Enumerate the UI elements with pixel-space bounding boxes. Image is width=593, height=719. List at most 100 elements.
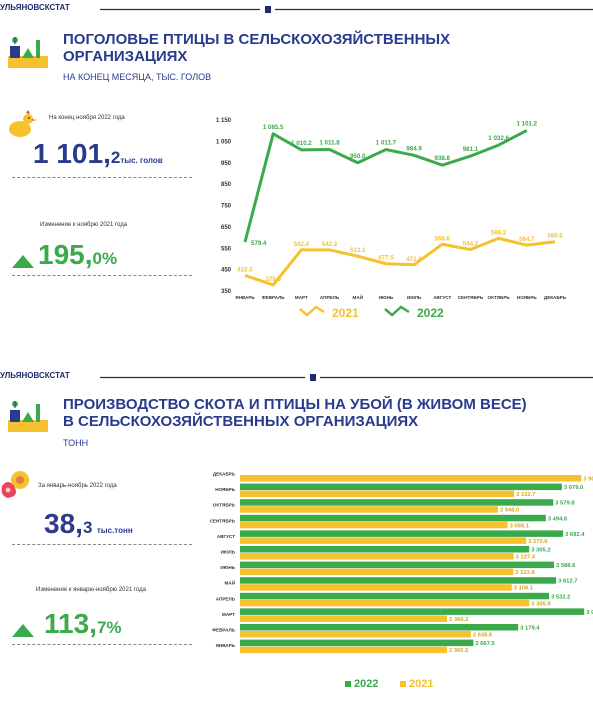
bar-label: 3 532.2: [551, 594, 570, 600]
page-subtitle-2: ТОНН: [63, 438, 89, 448]
legend-swatch-2021: [400, 681, 406, 687]
data-label: 544.2: [463, 240, 479, 247]
bar-chart: ДЕКАБРЬ 3 900.9 НОЯБРЬ 3 679.0 3 132.7 ОКТЯБР…: [210, 472, 593, 691]
bar-2022: [240, 577, 557, 584]
bar-2022: [240, 608, 585, 615]
category-label: ФЕВРАЛЬ: [212, 628, 236, 633]
brand-label-2: УЛЬЯНОВСКСТАТ: [0, 371, 70, 380]
kpi1-unit: тыс. голов: [120, 156, 163, 165]
tractor-farm-icon: [8, 37, 48, 68]
data-label: 938.8: [435, 155, 451, 162]
bar-2021: [240, 599, 530, 607]
bar-label: 2 638.6: [473, 633, 493, 639]
category-label: ОКТЯБРЬ: [213, 503, 236, 508]
brand-label: УЛЬЯНОВСКСТАТ: [0, 3, 70, 12]
bar-label: 2 366.2: [449, 617, 468, 623]
legend-swatch-2022: [384, 305, 410, 317]
title2-line-1: ПРОИЗВОДСТВО СКОТА И ПТИЦЫ НА УБОЙ (В ЖИ…: [63, 396, 527, 413]
title-line-2: ОРГАНИЗАЦИЯХ: [63, 48, 188, 65]
data-label: 950.0: [350, 153, 366, 160]
kpi3-value: 38,3 тыс.тонн: [44, 508, 133, 540]
category-label: МАРТ: [222, 612, 235, 617]
kpi2-value-dec: 0%: [92, 249, 118, 268]
bar-label: 3 123.8: [515, 570, 535, 576]
kpi2-divider: [12, 275, 192, 276]
data-label: 513.1: [350, 247, 366, 254]
triangle-up-icon-2: [12, 624, 34, 637]
legend-swatch-2021: [299, 305, 325, 317]
data-label: 580.6: [547, 233, 563, 240]
kpi1-value-dec: 2: [110, 148, 121, 167]
bar-label: 3 132.7: [516, 492, 535, 498]
category-label: СЕНТЯБРЬ: [210, 518, 236, 523]
y-tick-label: 850: [221, 182, 232, 188]
data-label: 1 085.5: [263, 124, 284, 131]
bar-label: 3 679.0: [564, 485, 583, 491]
data-label: 477.5: [378, 255, 394, 262]
bar-label: 3 305.9: [531, 601, 551, 607]
legend-label: 2021: [409, 678, 433, 690]
bar-2021: [240, 521, 508, 529]
category-label: АВГУСТ: [217, 534, 235, 539]
bar-2021: [240, 631, 471, 638]
y-tick-label: 550: [221, 246, 232, 252]
header-divider: [100, 6, 593, 13]
bar-2021: [240, 506, 498, 513]
bar-label: 3 579.8: [555, 501, 575, 507]
x-tick-label: ОКТЯБРЬ: [488, 295, 511, 300]
y-tick-label: 950: [221, 161, 232, 167]
y-tick-label: 450: [221, 268, 232, 274]
kpi1-value: 1 101,2тыс. голов: [33, 138, 163, 170]
category-label: АПРЕЛЬ: [216, 596, 236, 601]
x-tick-label: СЕНТЯБРЬ: [458, 295, 484, 300]
legend-swatch-2022: [345, 681, 351, 687]
data-label: 1 010.2: [291, 140, 312, 147]
kpi4-value: 113,7%: [44, 608, 122, 640]
x-tick-label: ИЮЛЬ: [407, 295, 422, 300]
bar-2022: [240, 592, 550, 600]
kpi2-value: 195,0%: [38, 239, 117, 271]
bar-2021: [240, 553, 514, 560]
data-label: 596.2: [491, 229, 507, 236]
kpi4-divider: [12, 644, 192, 645]
chicken-icon: [9, 110, 37, 137]
legend-label: 2021: [332, 306, 359, 320]
data-label: 472.6: [406, 256, 422, 263]
category-label: НОЯБРЬ: [215, 487, 235, 492]
category-label: ЯНВАРЬ: [216, 643, 236, 648]
bar-label: 2 948.0: [500, 508, 519, 514]
series-line-2021: [244, 236, 556, 287]
meat-icon: [1, 471, 29, 498]
data-label: 568.6: [435, 235, 451, 242]
y-tick-label: 750: [221, 204, 232, 210]
page-title: ПОГОЛОВЬЕ ПТИЦЫ В СЕЛЬСКОХОЗЯЙСТВЕННЫХ О…: [63, 31, 583, 65]
bar-2021: [240, 584, 512, 591]
kpi3-divider: [12, 544, 192, 545]
bar-label: 3 058.1: [510, 523, 530, 529]
kpi2-value-int: 195,: [38, 239, 93, 270]
kpi2-caption: Изменение к ноябрю 2021 года: [40, 222, 128, 228]
data-label: 1 101.2: [516, 120, 537, 127]
data-label: 984.9: [406, 145, 422, 152]
page-subtitle: НА КОНЕЦ МЕСЯЦА, ТЫС. ГОЛОВ: [63, 72, 212, 82]
data-label: 981.1: [463, 146, 479, 153]
legend-label: 2022: [354, 678, 378, 690]
bar-label: 3 179.4: [520, 626, 540, 632]
bar-2021: [240, 475, 582, 482]
category-label: ИЮНЬ: [220, 565, 235, 570]
x-tick-label: НОЯБРЬ: [517, 295, 537, 300]
x-tick-label: МАЙ: [353, 293, 363, 300]
tractor-farm-icon-2: [8, 401, 48, 432]
title2-line-2: В СЕЛЬСКОХОЗЯЙСТВЕННЫХ ОРГАНИЗАЦИЯХ: [63, 413, 419, 430]
page-title-2: ПРОИЗВОДСТВО СКОТА И ПТИЦЫ НА УБОЙ (В ЖИ…: [63, 396, 593, 430]
x-tick-label: АВГУСТ: [433, 295, 451, 300]
bar-label: 3 934.0: [586, 610, 593, 616]
legend-label: 2022: [417, 306, 444, 320]
bar-2021: [240, 537, 527, 544]
kpi4-value-int: 113,: [44, 608, 97, 639]
bar-2022: [240, 561, 555, 569]
bar-2022: [240, 514, 546, 522]
y-tick-label: 350: [221, 289, 232, 295]
bar-label: 3 305.2: [531, 548, 550, 554]
